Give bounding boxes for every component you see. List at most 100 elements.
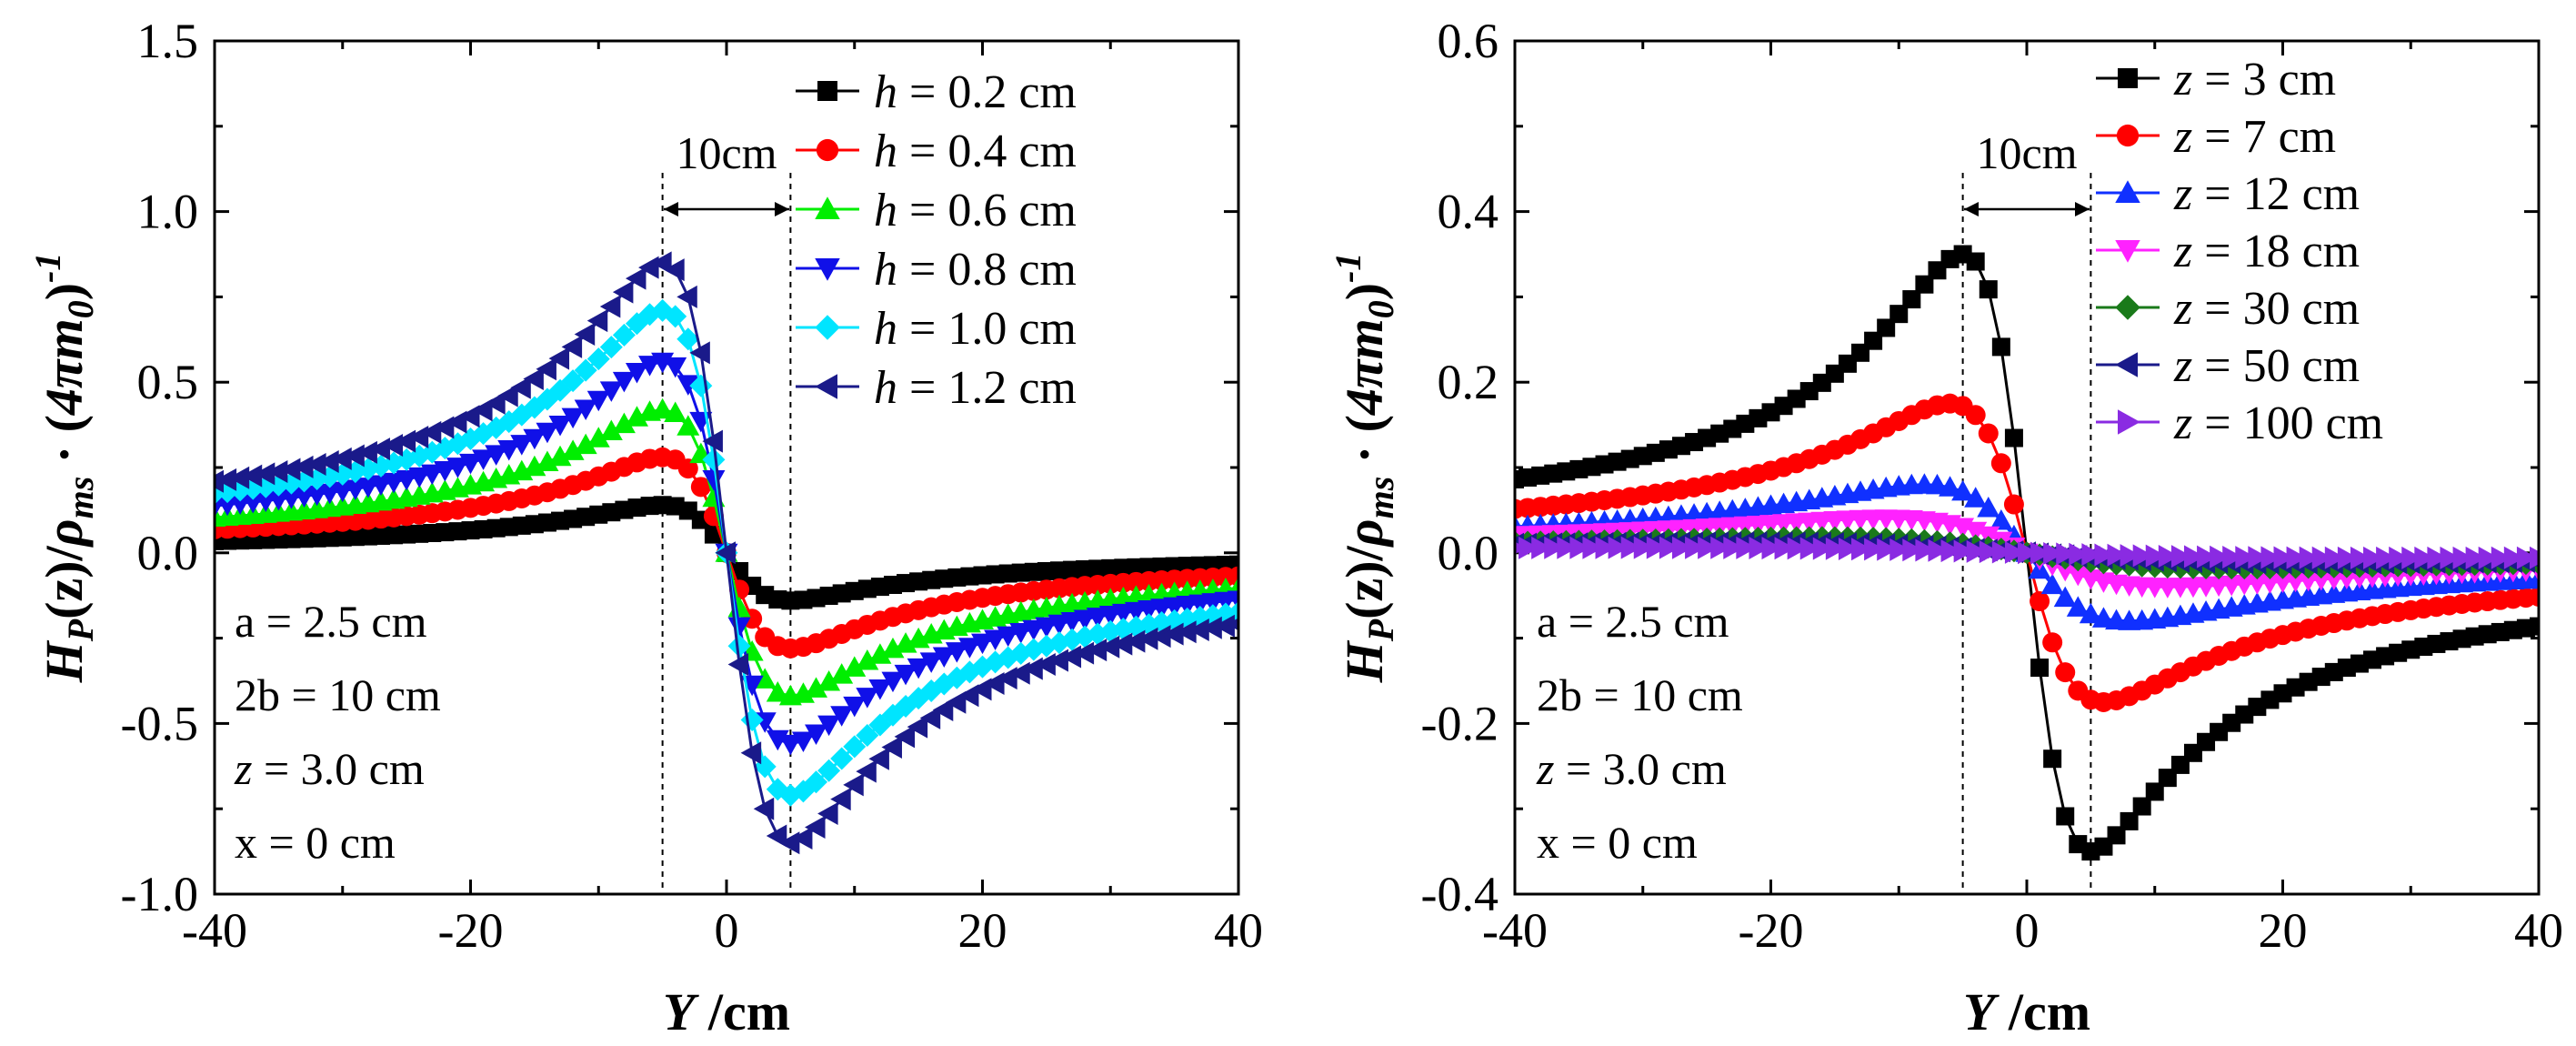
y-tick-label: 0.4 [1438, 185, 1499, 239]
legend-marker [2115, 295, 2140, 320]
data-point [830, 747, 854, 770]
data-point [1188, 618, 1209, 641]
data-point [894, 725, 916, 749]
data-point [1979, 280, 1998, 299]
data-point [830, 788, 851, 811]
x-tick-label: 20 [2259, 903, 2308, 958]
y-tick-label: 1.0 [137, 185, 199, 239]
legend-marker [2115, 352, 2138, 377]
legend-marker [2118, 409, 2140, 435]
y-tick-label: 0.5 [137, 355, 199, 409]
data-point [2350, 546, 2371, 569]
data-point [1990, 508, 2013, 530]
data-point [1761, 537, 1782, 560]
data-point [485, 445, 508, 466]
data-point [689, 341, 710, 365]
data-point [2120, 544, 2141, 568]
data-point [2132, 544, 2154, 568]
data-point [1966, 252, 1985, 271]
x-tick-label: -40 [182, 903, 247, 958]
data-point [599, 381, 623, 402]
data-point [1877, 318, 1896, 337]
data-point [881, 736, 902, 759]
data-point [2018, 541, 2039, 565]
data-point [548, 416, 572, 437]
data-point [664, 305, 687, 328]
data-point [753, 668, 777, 689]
data-point [561, 335, 583, 358]
data-point [2056, 807, 2075, 826]
data-point [369, 438, 390, 461]
data-point [2043, 542, 2064, 566]
data-point [485, 391, 506, 415]
data-point [1851, 538, 1872, 561]
y-tick-label: 0.0 [1438, 526, 1499, 580]
data-point [2478, 546, 2500, 569]
data-point [1111, 632, 1133, 656]
data-point [215, 469, 224, 493]
data-point [740, 709, 764, 732]
y-axis-title: HP(z)/ρms · (4πm0)-1 [27, 253, 101, 684]
legend-item: h = 0.2 cm [796, 66, 1077, 118]
data-point [574, 433, 597, 455]
data-point [1966, 539, 1988, 563]
data-point [612, 323, 636, 347]
legend-label: z = 50 cm [2173, 340, 2360, 392]
spacing-label: 10cm [1976, 127, 2077, 178]
x-tick-label: -40 [1482, 903, 1548, 958]
data-point [1557, 536, 1578, 559]
data-point [446, 458, 469, 478]
data-point [433, 460, 456, 482]
legend-item: z = 12 cm [2096, 168, 2360, 220]
data-point [1569, 536, 1590, 559]
data-point [932, 698, 954, 721]
data-point [407, 467, 431, 488]
x-tick-label: 0 [715, 903, 739, 958]
legend-label: z = 18 cm [2173, 226, 2360, 277]
data-point [1749, 537, 1769, 560]
data-point [2530, 546, 2539, 569]
data-point [1964, 487, 1988, 508]
data-point [548, 445, 572, 467]
data-point [1163, 622, 1184, 646]
data-point [1201, 616, 1222, 639]
data-point [574, 358, 597, 382]
data-point [984, 629, 1007, 650]
param-z: z = 3.0 cm [1536, 743, 1727, 794]
data-point [2503, 546, 2525, 569]
parameter-notes: a = 2.5 cm 2b = 10 cm z = 3.0 cm x = 0 c… [1536, 596, 1743, 868]
data-point [1902, 538, 1923, 562]
data-point [459, 453, 482, 475]
data-point [1991, 540, 2013, 564]
data-point [2324, 546, 2346, 569]
data-point [1229, 555, 1238, 574]
param-2b: 2b = 10 cm [1537, 669, 1743, 720]
legend-marker [2115, 240, 2140, 263]
data-point [599, 295, 621, 318]
legend-label: h = 1.0 cm [874, 303, 1077, 355]
data-point [843, 696, 867, 718]
legend-marker [815, 196, 840, 219]
data-point [2030, 659, 2050, 678]
data-point [1073, 641, 1095, 665]
data-point [599, 336, 623, 359]
data-point [523, 428, 546, 450]
data-point [945, 642, 968, 663]
data-point [2069, 542, 2090, 566]
x-tick-label: 20 [958, 903, 1007, 958]
data-point [766, 681, 789, 702]
data-point [1227, 600, 1238, 624]
data-point [625, 406, 648, 427]
legend-marker [815, 315, 840, 340]
data-point [2042, 632, 2063, 653]
data-point [2516, 546, 2538, 569]
data-point [1928, 538, 1949, 562]
data-point [1659, 536, 1680, 559]
x-tick-label: 40 [1214, 903, 1263, 958]
data-point [651, 397, 675, 419]
data-point [497, 440, 521, 461]
x-tick-label: -20 [1739, 903, 1804, 958]
data-point [574, 323, 596, 347]
data-point [1035, 652, 1056, 676]
